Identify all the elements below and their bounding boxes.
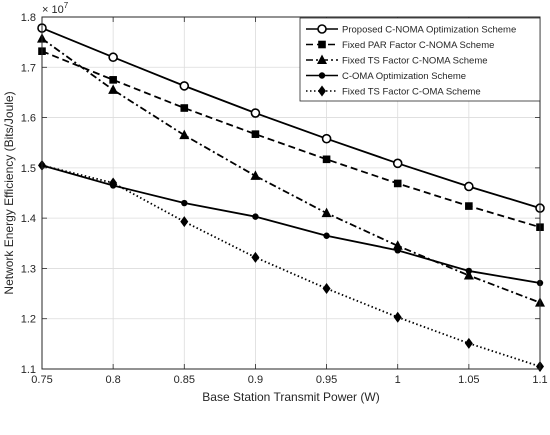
data-point-open-circle (464, 181, 474, 192)
series-line-dot (41, 164, 541, 284)
y-exponent-multiplier: × 107 (42, 1, 69, 16)
data-point-square (322, 155, 331, 164)
x-tick-label: 0.9 (248, 374, 263, 386)
x-tick-label: 0.8 (105, 374, 120, 386)
data-point-dot (323, 232, 330, 239)
legend: Proposed C-NOMA Optimization Scheme Fixed… (299, 17, 541, 102)
y-axis-label: Network Energy Efficiency (Bits/Joule) (2, 91, 16, 294)
data-point-open-circle (108, 52, 118, 63)
data-point-open-circle (392, 158, 403, 169)
legend-label: C-OMA Optimization Scheme (342, 71, 466, 82)
data-point-square (180, 104, 189, 112)
legend-marker-dot (318, 72, 326, 79)
series-line-square (41, 50, 541, 229)
data-point-triangle (392, 240, 403, 250)
series-line-open-circle (41, 27, 541, 209)
y-tick-label: 1.3 (21, 263, 36, 275)
y-exponent: 7 (64, 1, 69, 10)
series-open-circle (37, 23, 545, 213)
legend-entry: Fixed TS Factor C-OMA Scheme (306, 85, 481, 98)
data-point-triangle (108, 84, 119, 94)
legend-label: Fixed TS Factor C-OMA Scheme (342, 87, 481, 98)
data-point-triangle (463, 269, 474, 280)
data-point-square (251, 130, 260, 138)
data-point-square (465, 202, 473, 210)
data-point-open-circle (250, 108, 261, 118)
data-point-triangle (321, 207, 332, 218)
series-layer (37, 23, 545, 372)
y-tick-label: 1.7 (21, 62, 36, 74)
y-tick-label: 1.5 (21, 163, 36, 175)
legend-box (299, 17, 541, 102)
legend-entry: Proposed C-NOMA Optimization Scheme (306, 24, 516, 36)
y-tick-label: 1.1 (21, 364, 36, 376)
y-tick-label: 1.2 (21, 314, 36, 326)
legend-marker-square (318, 40, 326, 49)
y-tick-label: 1.6 (21, 113, 36, 125)
legend-entry: C-OMA Optimization Scheme (306, 71, 466, 82)
data-point-square (393, 179, 402, 188)
axis-ticks: 0.75 0.8 0.85 0.9 0.95 1 1.05 1.1 1.1 1.2 1.3 1.4 1.… (21, 12, 548, 386)
x-tick-label: 0.95 (316, 374, 337, 386)
y-tick-label: 1.4 (21, 213, 36, 225)
data-point-diamond (322, 283, 331, 295)
data-point-triangle (179, 129, 190, 140)
x-tick-label: 1 (395, 374, 401, 386)
legend-entry: Fixed TS Factor C-NOMA Scheme (306, 54, 488, 67)
legend-marker-diamond (318, 85, 326, 97)
data-point-dot (252, 213, 259, 220)
y-tick-label: 1.8 (21, 12, 36, 24)
x-tick-label: 0.75 (31, 374, 52, 386)
legend-label: Fixed TS Factor C-NOMA Scheme (342, 56, 488, 67)
legend-marker-triangle (317, 54, 327, 64)
x-tick-label: 1.05 (458, 374, 479, 386)
data-point-dot (394, 247, 401, 254)
x-axis-label: Base Station Transmit Power (W) (202, 390, 379, 404)
series-line-diamond (41, 164, 541, 368)
data-point-diamond (393, 311, 402, 323)
data-point-dot (181, 199, 188, 207)
data-point-diamond (180, 216, 189, 228)
data-point-triangle (250, 170, 261, 180)
legend-marker-open-circle (317, 24, 327, 34)
legend-entry: Fixed PAR Factor C-NOMA Scheme (306, 40, 494, 51)
series-line-triangle (41, 37, 541, 304)
data-point-diamond (464, 337, 473, 349)
legend-label: Fixed PAR Factor C-NOMA Scheme (342, 40, 494, 51)
data-point-open-circle (321, 133, 332, 144)
plot-frame (41, 16, 541, 370)
data-point-open-circle (179, 81, 190, 91)
data-point-diamond (251, 251, 260, 263)
legend-label: Proposed C-NOMA Optimization Scheme (342, 25, 516, 36)
data-point-diamond (109, 177, 118, 189)
data-point-dot (465, 267, 473, 275)
x-tick-label: 1.1 (532, 374, 547, 386)
x-tick-label: 0.85 (174, 374, 195, 386)
data-point-square (109, 76, 117, 84)
